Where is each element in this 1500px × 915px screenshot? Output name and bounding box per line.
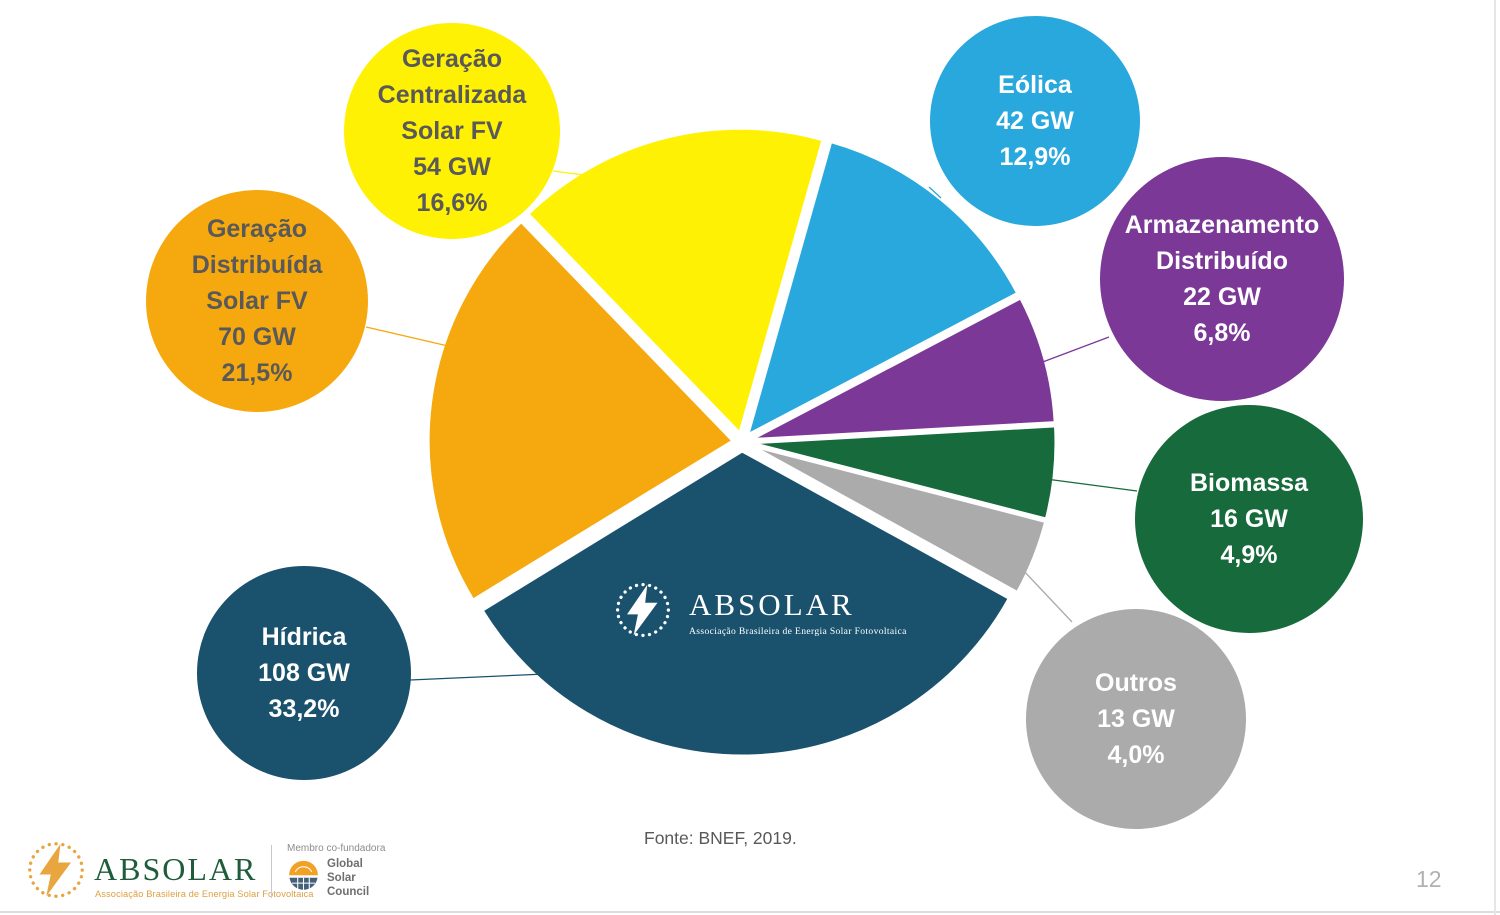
center-logo-text: ABSOLAR Associação Brasileira de Energia…	[689, 581, 907, 637]
label-bubble-eolica: Eólica 42 GW 12,9%	[930, 16, 1140, 226]
pie-slice-outros	[748, 443, 1048, 595]
label-bubble-geracao-centralizada-solar-fv: Geração Centralizada Solar FV 54 GW 16,6…	[344, 23, 560, 239]
global-solar-council-label: Global Solar Council	[327, 858, 370, 898]
pie-slice-geracao-distribuida-solar-fv	[426, 220, 735, 602]
bubble-label: Eólica	[998, 71, 1072, 99]
leader-line-outros	[1021, 568, 1073, 623]
footer-divider	[271, 845, 272, 898]
bubble-gw-value: 22 GW	[1183, 283, 1261, 311]
bubble-label: Outros	[1095, 669, 1177, 697]
source-note: Fonte: BNEF, 2019.	[644, 828, 797, 848]
bubble-text: Eólica 42 GW 12,9%	[996, 67, 1074, 175]
bubble-pct-value: 21,5%	[221, 359, 293, 387]
bubble-pct-value: 16,6%	[416, 189, 488, 217]
pie-slice-biomassa	[749, 424, 1058, 521]
bubble-label: Armazenamento Distribuído	[1124, 211, 1320, 275]
pie-slice-armazenamento-distribuido	[749, 296, 1057, 442]
bubble-pct-value: 4,9%	[1220, 541, 1278, 569]
bubble-gw-value: 54 GW	[413, 153, 491, 181]
bubble-pct-value: 6,8%	[1193, 319, 1251, 347]
bubble-text: Outros 13 GW 4,0%	[1095, 665, 1177, 773]
leader-line-geracao-centralizada-solar-fv	[552, 170, 593, 177]
label-bubble-outros: Outros 13 GW 4,0%	[1026, 609, 1246, 829]
label-bubble-armazenamento-distribuido: Armazenamento Distribuído 22 GW 6,8%	[1100, 157, 1344, 401]
page-number: 12	[1416, 866, 1442, 892]
bubble-pct-value: 12,9%	[999, 143, 1071, 171]
leader-line-eolica	[928, 186, 942, 199]
slide-right-edge	[1494, 0, 1496, 915]
bubble-text: Geração Centralizada Solar FV 54 GW 16,6…	[378, 41, 527, 221]
lightning-bolt-icon	[615, 582, 671, 638]
center-logo-tagline: Associação Brasileira de Energia Solar F…	[689, 625, 907, 637]
label-bubble-hidrica: Hídrica 108 GW 33,2%	[197, 566, 411, 780]
bubble-text: Armazenamento Distribuído 22 GW 6,8%	[1125, 207, 1320, 351]
footer-membership-label: Membro co-fundadora	[287, 843, 386, 854]
absolar-center-logo: ABSOLAR Associação Brasileira de Energia…	[614, 581, 907, 639]
bubble-text: Hídrica 108 GW 33,2%	[258, 619, 350, 727]
bubble-label: Geração Centralizada Solar FV	[377, 45, 527, 145]
leader-line-armazenamento-distribuido	[1039, 336, 1110, 364]
bubble-gw-value: 42 GW	[996, 107, 1074, 135]
pie-slice-geracao-centralizada-solar-fv	[526, 126, 825, 435]
bubble-gw-value: 108 GW	[258, 659, 350, 687]
bubble-gw-value: 13 GW	[1097, 705, 1175, 733]
pie-slice-hidrica	[480, 449, 1011, 758]
label-bubble-geracao-distribuida-solar-fv: Geração Distribuída Solar FV 70 GW 21,5%	[146, 190, 368, 412]
leader-line-geracao-distribuida-solar-fv	[365, 326, 449, 347]
absolar-footer-logo-icon	[28, 842, 84, 898]
center-logo-wordmark: ABSOLAR	[689, 587, 855, 622]
bubble-label: Biomassa	[1189, 469, 1309, 497]
global-solar-council-icon	[287, 860, 320, 893]
footer-absolar-wordmark: ABSOLAR	[94, 851, 258, 887]
label-bubble-biomassa: Biomassa 16 GW 4,9%	[1135, 405, 1363, 633]
bubble-label: Hídrica	[261, 623, 347, 651]
bubble-pct-value: 33,2%	[268, 695, 340, 723]
footer-absolar-tagline: Associação Brasileira de Energia Solar F…	[95, 889, 314, 899]
leader-line-biomassa	[1045, 478, 1138, 492]
bubble-gw-value: 70 GW	[218, 323, 296, 351]
pie-slice-eolica	[746, 140, 1020, 437]
bubble-text: Geração Distribuída Solar FV 70 GW 21,5%	[192, 211, 323, 391]
bubble-pct-value: 4,0%	[1107, 741, 1165, 769]
bubble-text: Biomassa 16 GW 4,9%	[1190, 465, 1308, 573]
leader-line-hidrica	[409, 673, 546, 681]
bubble-gw-value: 16 GW	[1210, 505, 1288, 533]
bubble-label: Geração Distribuída Solar FV	[191, 215, 323, 315]
slide-bottom-edge	[0, 911, 1500, 913]
